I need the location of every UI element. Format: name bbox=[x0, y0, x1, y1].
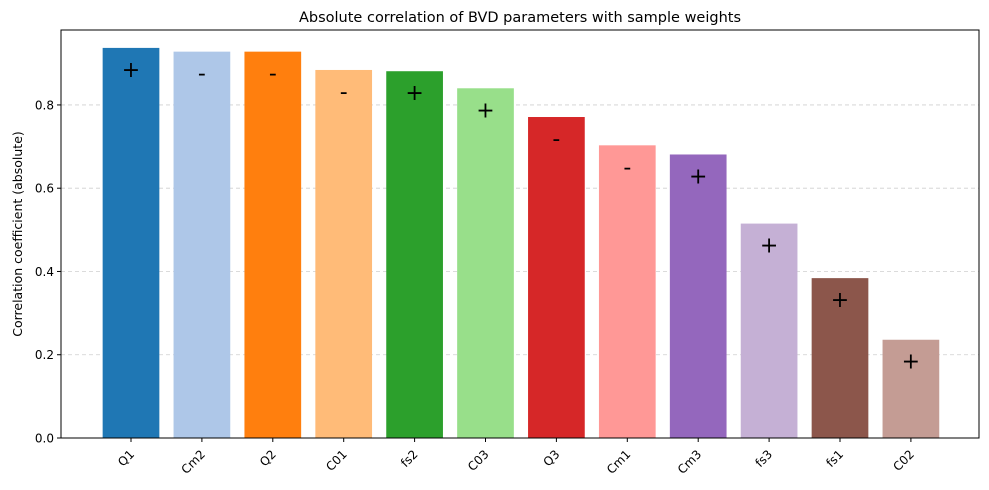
bar-Q2 bbox=[244, 51, 302, 438]
bar-fs3 bbox=[740, 223, 798, 438]
bar-Q1 bbox=[102, 47, 160, 439]
bar-C01 bbox=[315, 69, 373, 438]
bar-Cm1 bbox=[598, 145, 656, 438]
x-tick-label-Cm2: Cm2 bbox=[179, 447, 208, 476]
bar-fs1 bbox=[811, 278, 869, 438]
sign-label-Q1: + bbox=[122, 58, 140, 83]
bars-group bbox=[102, 47, 940, 439]
x-tick-label-fs3: fs3 bbox=[753, 447, 776, 470]
sign-label-C02: + bbox=[902, 350, 920, 375]
bar-fs2 bbox=[386, 71, 443, 439]
sign-label-fs3: + bbox=[760, 234, 778, 259]
sign-label-Cm2: - bbox=[198, 62, 206, 87]
x-tick-label-Q3: Q3 bbox=[541, 447, 563, 469]
bar-Cm3 bbox=[669, 154, 727, 438]
bar-Cm2 bbox=[173, 51, 231, 438]
chart-title: Absolute correlation of BVD parameters w… bbox=[299, 10, 741, 26]
plot-frame bbox=[60, 29, 980, 439]
y-tick-label: 0.8 bbox=[35, 98, 54, 112]
bar-C03 bbox=[457, 88, 514, 439]
sign-label-Cm3: + bbox=[689, 164, 707, 189]
x-tick-label-fs1: fs1 bbox=[823, 447, 846, 470]
x-tick-label-C03: C03 bbox=[465, 447, 492, 474]
bar-C02 bbox=[882, 339, 940, 438]
x-tick-label-Cm1: Cm1 bbox=[604, 447, 633, 476]
y-axis-label: Correlation coefficient (absolute) bbox=[10, 131, 25, 337]
x-tick-label-C01: C01 bbox=[323, 447, 350, 474]
bar-Q3 bbox=[528, 117, 585, 439]
y-tick-label: 0.4 bbox=[35, 265, 54, 279]
y-tick-label: 0.6 bbox=[35, 182, 54, 196]
sign-label-C03: + bbox=[476, 98, 494, 123]
sign-label-Q2: - bbox=[269, 62, 277, 87]
x-tick-label-fs2: fs2 bbox=[398, 447, 421, 470]
x-tick-label-Q1: Q1 bbox=[115, 447, 137, 469]
y-axis: 0.0 0.2 0.4 0.6 0.8 bbox=[35, 98, 61, 446]
x-tick-label-Cm3: Cm3 bbox=[675, 447, 704, 476]
y-tick-label: 0.2 bbox=[35, 348, 54, 362]
x-tick-label-C02: C02 bbox=[890, 447, 917, 474]
x-tick-label-Q2: Q2 bbox=[257, 447, 279, 469]
sign-label-C01: - bbox=[340, 80, 348, 105]
sign-label-fs1: + bbox=[831, 288, 849, 313]
x-axis: Q1 Cm2 Q2 C01 fs2 C03 Q3 Cm1 Cm3 fs3 fs1 C02 bbox=[115, 438, 917, 477]
sign-labels-group: + - - - + + - - + + + + bbox=[122, 58, 920, 375]
sign-label-Cm1: - bbox=[623, 155, 631, 180]
y-tick-label: 0.0 bbox=[35, 432, 54, 446]
sign-label-Q3: - bbox=[552, 127, 560, 152]
sign-label-fs2: + bbox=[405, 81, 423, 106]
